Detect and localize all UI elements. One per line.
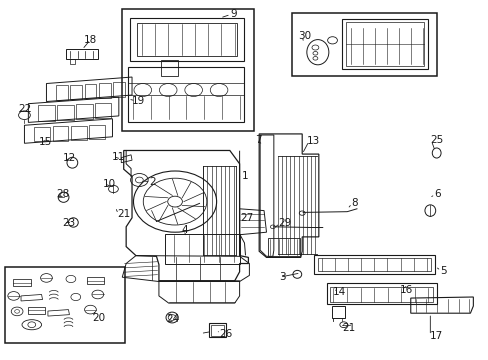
Text: 4: 4 <box>182 225 188 235</box>
Bar <box>113 82 124 97</box>
Bar <box>313 255 434 274</box>
Text: 5: 5 <box>439 266 446 276</box>
Bar <box>70 59 75 64</box>
Bar <box>161 60 178 76</box>
Text: 11: 11 <box>111 152 124 162</box>
Text: 13: 13 <box>306 136 320 146</box>
Text: 10: 10 <box>102 179 116 189</box>
Bar <box>57 105 73 120</box>
Text: 19: 19 <box>132 96 145 106</box>
Text: 15: 15 <box>39 137 52 147</box>
Text: 9: 9 <box>230 9 237 19</box>
Bar <box>122 9 254 131</box>
Text: 8: 8 <box>350 198 357 208</box>
Bar <box>89 125 105 139</box>
Bar <box>128 67 244 122</box>
Text: 24: 24 <box>166 314 179 324</box>
Text: 16: 16 <box>399 285 412 295</box>
Text: 2: 2 <box>149 177 156 187</box>
Text: 28: 28 <box>56 189 69 199</box>
Text: 20: 20 <box>92 312 105 323</box>
Bar <box>329 287 432 302</box>
Bar <box>34 127 50 141</box>
Text: 30: 30 <box>298 31 311 41</box>
Bar <box>71 126 87 140</box>
Bar <box>211 325 224 336</box>
Text: 6: 6 <box>433 189 440 199</box>
Text: 17: 17 <box>428 330 442 341</box>
Text: 12: 12 <box>62 153 76 163</box>
Text: 3: 3 <box>278 272 285 282</box>
Text: 21: 21 <box>342 323 355 333</box>
Bar <box>331 306 345 318</box>
Bar <box>342 19 427 69</box>
Bar <box>267 238 299 256</box>
Bar <box>209 323 226 337</box>
Text: 7: 7 <box>255 135 262 145</box>
Text: 14: 14 <box>332 287 345 297</box>
Text: 29: 29 <box>278 218 291 228</box>
Text: 18: 18 <box>83 35 97 45</box>
Bar <box>5 267 124 343</box>
Text: 21: 21 <box>117 209 130 219</box>
Bar <box>137 23 237 56</box>
Bar <box>346 22 423 66</box>
Bar <box>76 104 92 119</box>
Text: 23: 23 <box>62 218 76 228</box>
Bar <box>38 105 55 121</box>
Bar <box>99 83 110 98</box>
Bar <box>84 84 96 98</box>
Bar <box>66 49 98 59</box>
Bar <box>317 258 430 271</box>
Text: 25: 25 <box>429 135 443 145</box>
Bar <box>95 103 111 118</box>
Bar <box>129 18 244 61</box>
Bar <box>56 85 68 100</box>
Bar <box>326 283 436 304</box>
Bar <box>53 126 68 141</box>
Bar <box>70 85 82 99</box>
Text: 26: 26 <box>219 329 232 339</box>
Text: 22: 22 <box>19 104 32 114</box>
Bar <box>292 13 436 76</box>
Text: 27: 27 <box>240 213 253 223</box>
Text: 1: 1 <box>241 171 248 181</box>
